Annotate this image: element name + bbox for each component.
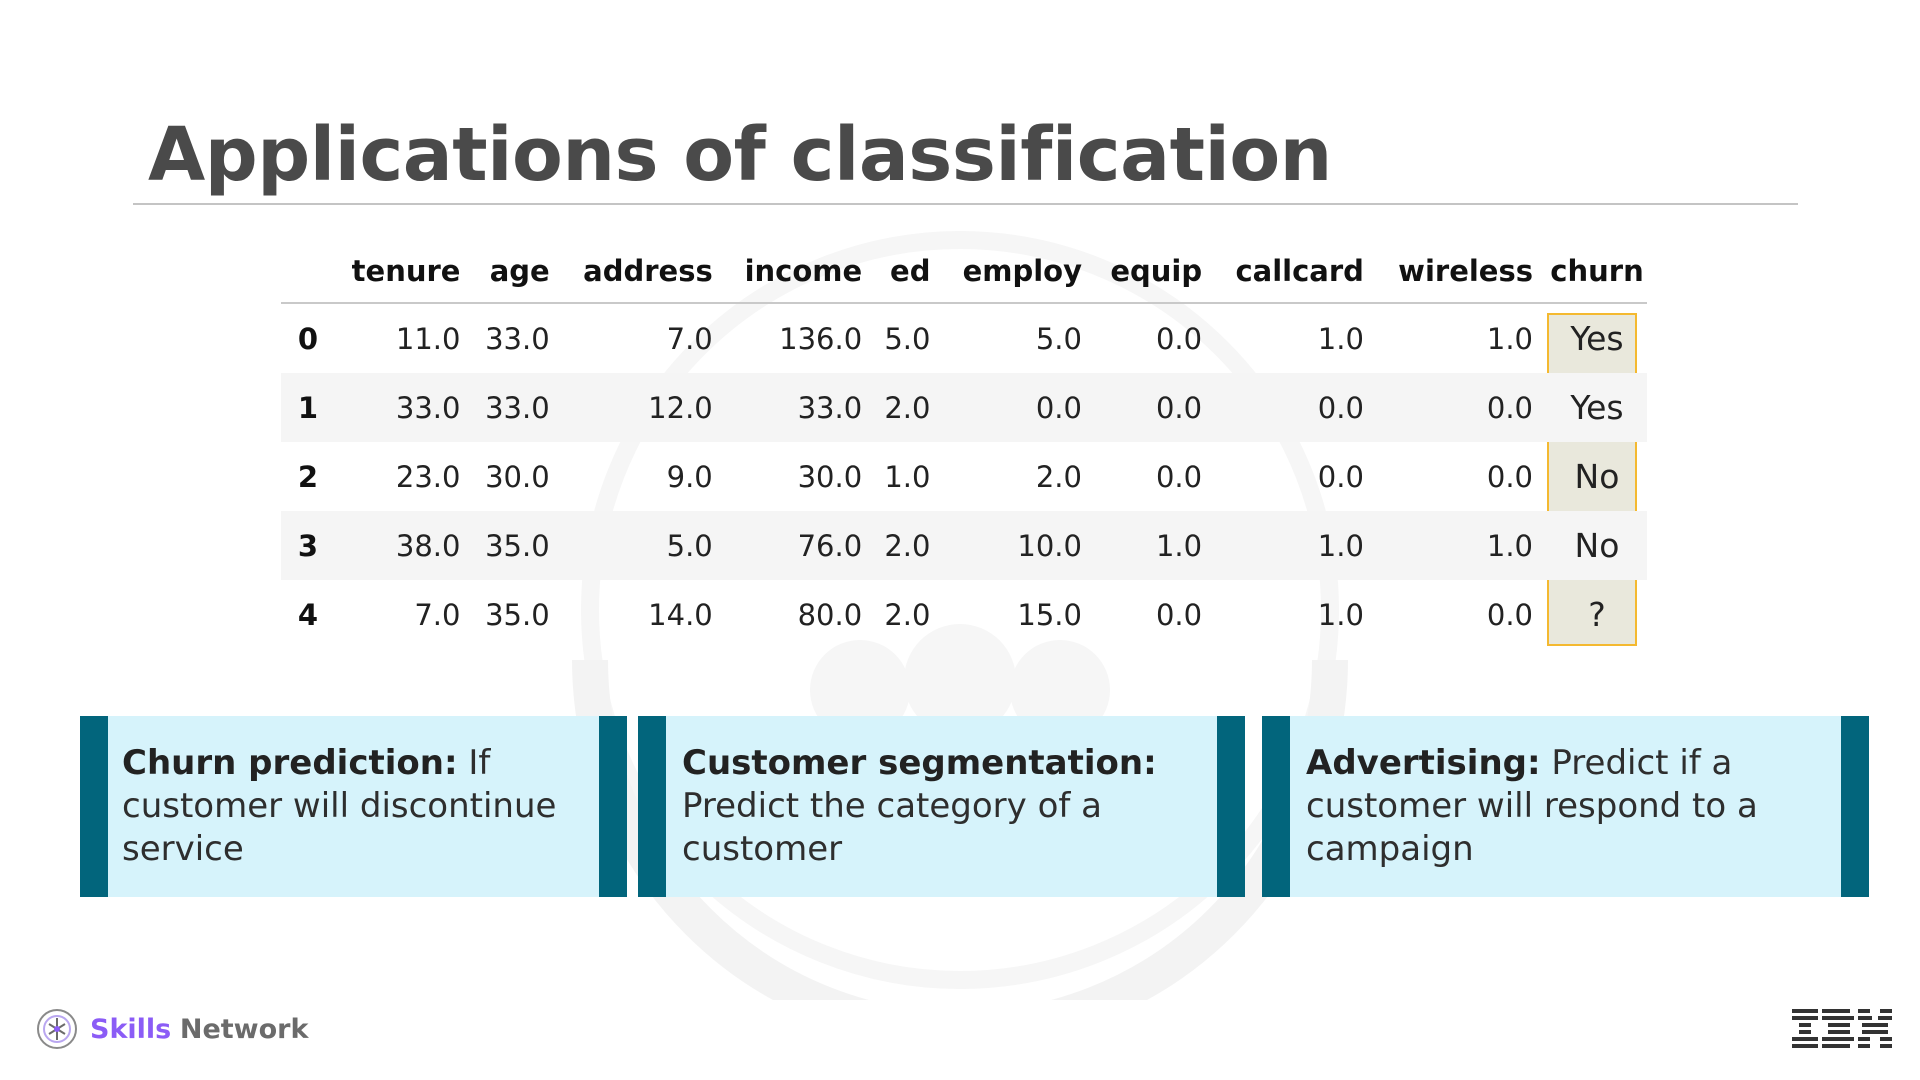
cell-wireless: 0.0: [1486, 459, 1533, 494]
skills-network-brand: Skills Network: [36, 1006, 308, 1052]
cell-tenure: 23.0: [395, 459, 461, 494]
cell-ed: 5.0: [884, 321, 931, 356]
card-heading: Customer segmentation: [682, 743, 1144, 783]
row-index: 1: [297, 390, 319, 425]
row-index: 4: [297, 597, 319, 632]
cell-address: 9.0: [666, 459, 713, 494]
table-row: 1 33.0 33.0 12.0 33.0 2.0 0.0 0.0 0.0 0.…: [281, 373, 1647, 442]
brand-name: Skills Network: [90, 1013, 309, 1045]
cell-tenure: 7.0: [414, 597, 461, 632]
column-header-age: age: [489, 254, 550, 288]
cell-wireless: 0.0: [1486, 597, 1533, 632]
cell-churn: Yes: [1570, 388, 1624, 427]
cell-age: 33.0: [485, 321, 550, 356]
slide-title: Applications of classification: [148, 112, 1332, 198]
cell-tenure: 11.0: [395, 321, 461, 356]
skills-network-logo-icon: [37, 1009, 77, 1049]
cell-equip: 0.0: [1155, 321, 1203, 356]
churn-data-table: tenure age address income ed employ equi…: [281, 240, 1647, 649]
cell-equip: 0.0: [1155, 390, 1203, 425]
cell-callcard: 1.0: [1317, 528, 1364, 563]
card-customer-segmentation: Customer segmentation: Predict the categ…: [638, 716, 1245, 897]
card-text: Predict the category of a customer: [682, 786, 1103, 869]
cell-income: 136.0: [779, 321, 863, 356]
column-header-address: address: [583, 254, 713, 288]
cell-equip: 0.0: [1155, 597, 1203, 632]
cell-ed: 1.0: [884, 459, 931, 494]
cell-wireless: 1.0: [1486, 321, 1533, 356]
title-divider: [133, 203, 1798, 205]
cell-income: 30.0: [797, 459, 863, 494]
column-header-churn: churn: [1550, 254, 1644, 288]
table-row: 0 11.0 33.0 7.0 136.0 5.0 5.0 0.0 1.0 1.…: [281, 303, 1647, 373]
cell-employ: 5.0: [1035, 321, 1082, 356]
column-header-index: [281, 240, 335, 303]
card-text: If customer will discontinue service: [122, 743, 557, 869]
cell-churn: ?: [1588, 595, 1606, 634]
row-index: 0: [297, 321, 319, 356]
ibm-logo: [1792, 1009, 1892, 1048]
cell-tenure: 33.0: [395, 390, 461, 425]
cell-ed: 2.0: [884, 390, 931, 425]
cell-wireless: 1.0: [1486, 528, 1533, 563]
cell-age: 33.0: [485, 390, 550, 425]
table-header-row: tenure age address income ed employ equi…: [281, 240, 1647, 303]
cell-churn: No: [1574, 526, 1620, 565]
cell-callcard: 1.0: [1317, 321, 1364, 356]
cell-employ: 2.0: [1035, 459, 1082, 494]
table-row: 4 7.0 35.0 14.0 80.0 2.0 15.0 0.0 1.0 0.…: [281, 580, 1647, 649]
cell-equip: 1.0: [1155, 528, 1203, 563]
cell-churn: Yes: [1570, 319, 1624, 358]
cell-address: 7.0: [666, 321, 713, 356]
cell-address: 5.0: [666, 528, 713, 563]
cell-employ: 15.0: [1017, 597, 1082, 632]
column-header-employ: employ: [962, 254, 1082, 288]
cell-income: 76.0: [797, 528, 863, 563]
cell-callcard: 0.0: [1317, 390, 1364, 425]
column-header-income: income: [744, 254, 863, 288]
table-row: 2 23.0 30.0 9.0 30.0 1.0 2.0 0.0 0.0 0.0…: [281, 442, 1647, 511]
cell-equip: 0.0: [1155, 459, 1203, 494]
card-advertising: Advertising: Predict if a customer will …: [1262, 716, 1869, 897]
cell-employ: 10.0: [1017, 528, 1082, 563]
cell-age: 35.0: [485, 597, 550, 632]
column-header-callcard: callcard: [1235, 254, 1364, 288]
row-index: 2: [297, 459, 319, 494]
card-heading: Churn prediction: [122, 743, 444, 783]
cell-callcard: 0.0: [1317, 459, 1364, 494]
cell-age: 30.0: [485, 459, 550, 494]
table-row: 3 38.0 35.0 5.0 76.0 2.0 10.0 1.0 1.0 1.…: [281, 511, 1647, 580]
card-heading: Advertising: [1306, 743, 1527, 783]
cell-age: 35.0: [485, 528, 550, 563]
cell-address: 14.0: [648, 597, 713, 632]
card-churn-prediction: Churn prediction: If customer will disco…: [80, 716, 627, 897]
column-header-wireless: wireless: [1398, 254, 1533, 288]
cell-employ: 0.0: [1035, 390, 1082, 425]
column-header-ed: ed: [890, 254, 931, 288]
cell-ed: 2.0: [884, 528, 931, 563]
cell-tenure: 38.0: [395, 528, 461, 563]
cell-callcard: 1.0: [1317, 597, 1364, 632]
cell-ed: 2.0: [884, 597, 931, 632]
cell-income: 33.0: [797, 390, 863, 425]
row-index: 3: [297, 528, 319, 563]
column-header-equip: equip: [1110, 254, 1203, 288]
cell-income: 80.0: [797, 597, 863, 632]
column-header-tenure: tenure: [351, 254, 461, 288]
cell-churn: No: [1574, 457, 1620, 496]
cell-address: 12.0: [648, 390, 713, 425]
card-text: Predict if a customer will respond to a …: [1306, 743, 1758, 869]
cell-wireless: 0.0: [1486, 390, 1533, 425]
